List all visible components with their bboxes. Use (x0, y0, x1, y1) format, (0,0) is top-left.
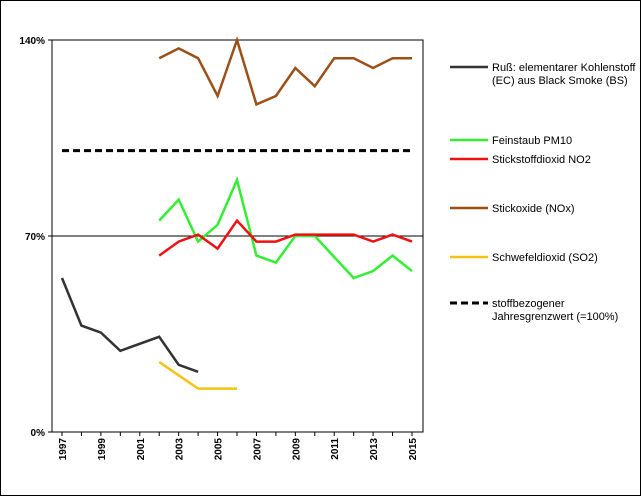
series-line (158, 176, 413, 280)
series-lines (60, 35, 413, 390)
x-tick-label: 2001 (136, 438, 147, 461)
legend-label: (EC) aus Black Smoke (BS) (492, 75, 628, 87)
legend-label: Stickstoffdioxid NO2 (492, 154, 591, 166)
x-tick-label: 2007 (252, 438, 263, 461)
y-axis-ticks: 0% 70% 140% (19, 36, 52, 439)
series-line (158, 218, 413, 257)
y-tick-label: 140% (19, 36, 45, 47)
legend: Ruß: elementarer Kohlenstoff(EC) aus Bla… (450, 62, 636, 323)
legend-label: Jahresgrenzwert (=100%) (492, 311, 618, 323)
series-line (158, 360, 237, 390)
series-line (158, 35, 412, 107)
legend-label: Schwefeldioxid (SO2) (492, 252, 598, 264)
x-tick-label: 1999 (97, 438, 108, 461)
x-tick-label: 2003 (175, 438, 186, 461)
x-axis-ticks: 1997 1999 2001 2003 2005 2007 2009 2011 2013 2015 (58, 432, 419, 460)
y-tick-label: 70% (25, 232, 45, 243)
series-line (60, 277, 199, 373)
x-tick-label: 2009 (291, 438, 302, 461)
legend-label: Ruß: elementarer Kohlenstoff (492, 62, 636, 74)
plot-area (51, 39, 424, 433)
legend-label: Feinstaub PM10 (492, 135, 572, 147)
x-tick-label: 2013 (369, 438, 380, 461)
x-tick-label: 2005 (214, 438, 225, 461)
x-tick-label: 2011 (330, 438, 341, 460)
y-tick-label: 0% (31, 428, 46, 439)
legend-label: Stickoxide (NOx) (492, 203, 575, 215)
legend-label: stoffbezogener (492, 298, 565, 310)
x-tick-label: 1997 (58, 438, 69, 461)
x-tick-label: 2015 (408, 438, 419, 461)
